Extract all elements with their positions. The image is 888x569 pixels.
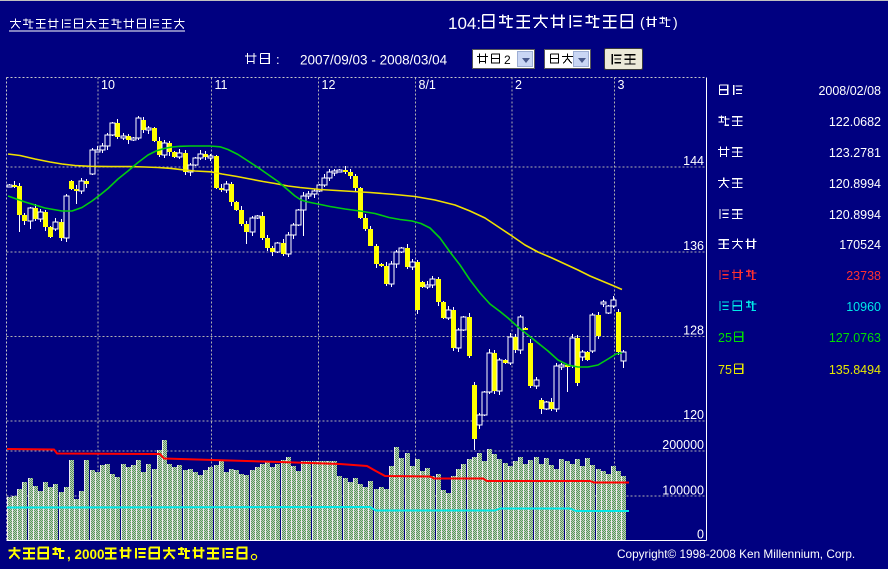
svg-text:104:: 104:: [448, 14, 481, 33]
svg-text:127.0763: 127.0763: [829, 331, 881, 345]
svg-text:10960: 10960: [846, 300, 881, 314]
svg-text:200000: 200000: [662, 438, 704, 452]
svg-text:120.8994: 120.8994: [829, 177, 881, 191]
svg-text:0: 0: [697, 528, 704, 542]
svg-text:136: 136: [683, 239, 704, 253]
svg-text:170524: 170524: [839, 238, 881, 252]
svg-text:3: 3: [618, 78, 625, 92]
svg-text:(: (: [640, 14, 645, 30]
svg-text::: :: [276, 52, 280, 67]
svg-text:12: 12: [322, 78, 336, 92]
svg-text:120: 120: [683, 408, 704, 422]
svg-text:2007/09/03 - 2008/03/04: 2007/09/03 - 2008/03/04: [300, 53, 448, 68]
svg-text:2008/02/08: 2008/02/08: [818, 84, 881, 98]
svg-text:25: 25: [718, 331, 732, 345]
svg-text:100000: 100000: [662, 484, 704, 498]
svg-text:123.2781: 123.2781: [829, 146, 881, 160]
svg-text:10: 10: [101, 78, 115, 92]
svg-text:23738: 23738: [846, 269, 881, 283]
svg-text:135.8494: 135.8494: [829, 363, 881, 377]
svg-text:122.0682: 122.0682: [829, 115, 881, 129]
svg-text:120.8994: 120.8994: [829, 208, 881, 222]
svg-text:, 2000: , 2000: [67, 547, 105, 562]
svg-text:2: 2: [515, 78, 522, 92]
svg-text:144: 144: [683, 154, 704, 168]
svg-text:Copyright© 1998-2008 Ken Mille: Copyright© 1998-2008 Ken Millennium, Cor…: [617, 547, 855, 561]
svg-text:8/1: 8/1: [419, 78, 436, 92]
svg-text:11: 11: [215, 78, 228, 92]
svg-text:): ): [673, 14, 678, 30]
svg-text:2: 2: [504, 53, 511, 67]
svg-text:75: 75: [718, 363, 732, 377]
svg-text:128: 128: [683, 324, 704, 338]
